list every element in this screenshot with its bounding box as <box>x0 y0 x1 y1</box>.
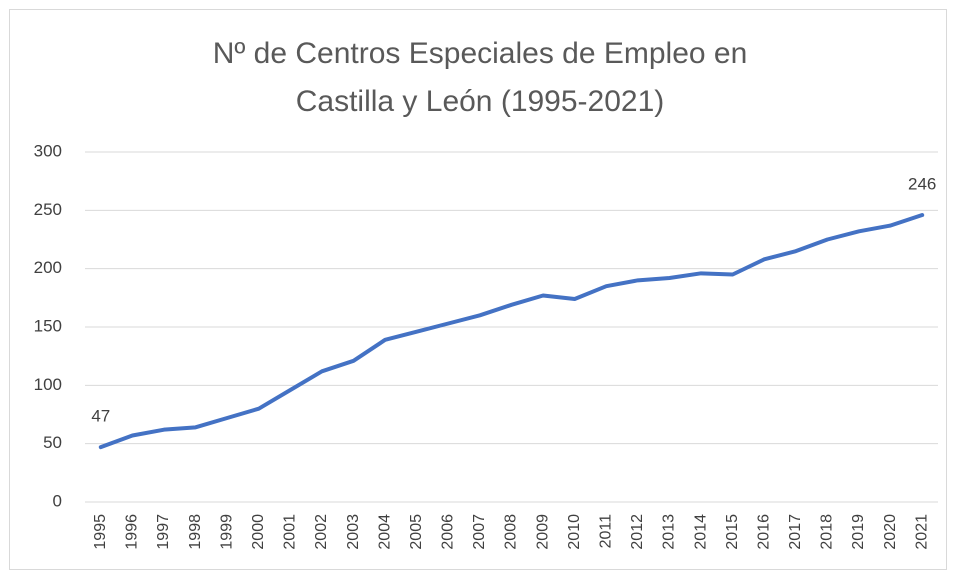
y-tick-label: 300 <box>34 141 62 160</box>
data-label: 246 <box>908 174 936 193</box>
y-tick-label: 0 <box>53 491 62 510</box>
y-tick-label: 50 <box>43 433 62 452</box>
x-tick-label: 2009 <box>534 514 551 550</box>
x-tick-label: 1999 <box>218 514 235 550</box>
y-tick-label: 150 <box>34 316 62 335</box>
x-tick-label: 2016 <box>755 514 772 550</box>
x-tick-label: 1995 <box>92 514 109 550</box>
x-tick-label: 2006 <box>440 514 457 550</box>
x-tick-label: 2011 <box>597 514 614 549</box>
y-tick-label: 250 <box>34 200 62 219</box>
x-tick-label: 2012 <box>629 514 646 550</box>
y-tick-label: 100 <box>34 375 62 394</box>
x-tick-label: 2020 <box>882 514 899 550</box>
chart-border <box>9 9 947 570</box>
x-tick-label: 2018 <box>819 514 836 550</box>
x-tick-label: 2000 <box>250 514 267 550</box>
x-tick-label: 2019 <box>850 514 867 550</box>
x-tick-label: 2004 <box>376 514 393 550</box>
x-tick-label: 2001 <box>282 514 299 550</box>
x-tick-label: 2007 <box>471 514 488 550</box>
x-tick-label: 1997 <box>155 514 172 550</box>
x-tick-label: 2002 <box>313 514 330 550</box>
x-tick-label: 2015 <box>724 514 741 550</box>
x-tick-label: 2003 <box>345 514 362 550</box>
y-tick-label: 200 <box>34 258 62 277</box>
x-tick-label: 2005 <box>408 514 425 550</box>
x-tick-label: 2013 <box>661 514 678 550</box>
data-line <box>98 213 925 450</box>
data-label: 47 <box>91 407 110 426</box>
x-tick-label: 1998 <box>187 514 204 550</box>
x-tick-label: 2017 <box>787 514 804 550</box>
chart-title: Nº de Centros Especiales de Empleo en Ca… <box>212 37 748 118</box>
x-tick-label: 2014 <box>692 514 709 550</box>
x-tick-label: 2008 <box>503 514 520 550</box>
x-tick-label: 2021 <box>913 514 930 550</box>
x-tick-label: 1996 <box>124 514 141 550</box>
x-tick-label: 2010 <box>566 514 583 550</box>
